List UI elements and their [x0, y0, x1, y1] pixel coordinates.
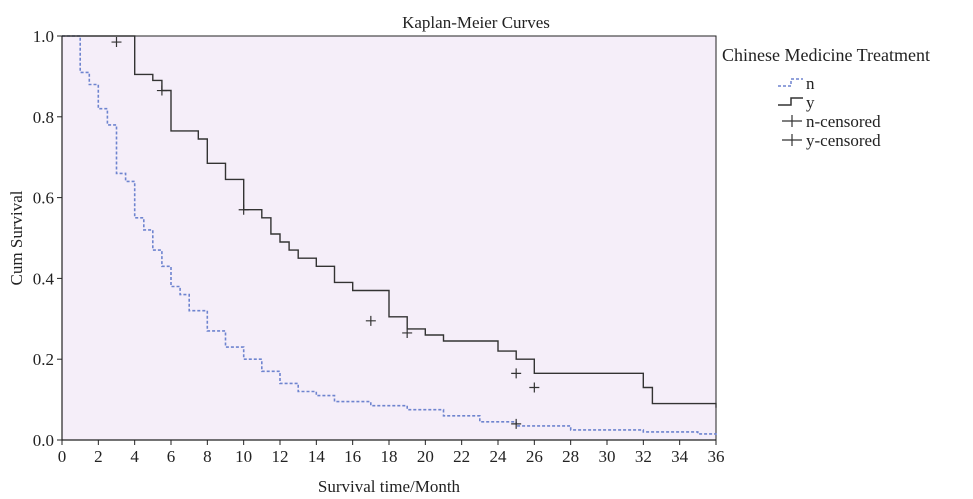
legend: Chinese Medicine Treatment nyn-censoredy…	[722, 45, 930, 150]
y-tick-label: 0.8	[33, 108, 54, 127]
series-layer	[62, 35, 717, 436]
censor-mark-y	[238, 204, 249, 215]
x-tick-label: 28	[562, 447, 579, 466]
series-n-line	[62, 35, 717, 436]
legend-label-y: y	[806, 93, 815, 112]
axes: 0 2 4 6 8 10 12 14 16 18 20 22 24 26 28 30 32 34 360.00.20…	[33, 27, 725, 466]
x-tick-label: 4	[130, 447, 139, 466]
x-axis-title: Survival time/Month	[318, 477, 461, 496]
legend-label-n-censored: n-censored	[806, 112, 881, 131]
x-tick-label: 32	[635, 447, 652, 466]
plot-background	[61, 35, 717, 441]
x-tick-label: 24	[490, 447, 508, 466]
x-tick-label: 8	[203, 447, 212, 466]
x-tick-label: 2	[94, 447, 103, 466]
legend-label-y-censored: y-censored	[806, 131, 881, 150]
x-tick-label: 26	[526, 447, 543, 466]
x-tick-label: 18	[381, 447, 398, 466]
x-tick-label: 16	[344, 447, 361, 466]
censor-mark-n	[511, 418, 522, 429]
censor-mark-y	[111, 37, 122, 48]
x-tick-label: 36	[708, 447, 725, 466]
chart-title: Kaplan-Meier Curves	[402, 13, 550, 32]
censor-mark-y	[402, 327, 413, 338]
y-tick-label: 0.2	[33, 350, 54, 369]
x-tick-label: 12	[272, 447, 289, 466]
y-tick-label: 0.6	[33, 189, 54, 208]
x-tick-label: 30	[599, 447, 616, 466]
legend-label-n: n	[806, 74, 815, 93]
legend-symbol-n	[778, 78, 803, 87]
y-tick-label: 1.0	[33, 27, 54, 46]
censor-markers	[111, 37, 540, 429]
y-tick-label: 0.0	[33, 431, 54, 450]
censor-mark-y	[365, 315, 376, 326]
y-tick-label: 0.4	[33, 269, 55, 288]
x-tick-label: 22	[453, 447, 470, 466]
censor-mark-y	[529, 382, 540, 393]
y-axis-title: Cum Survival	[7, 190, 26, 285]
x-tick-label: 6	[167, 447, 176, 466]
x-tick-label: 10	[235, 447, 252, 466]
x-tick-label: 14	[308, 447, 326, 466]
legend-symbol-y	[778, 97, 803, 106]
x-tick-label: 20	[417, 447, 434, 466]
x-tick-label: 0	[58, 447, 67, 466]
legend-title: Chinese Medicine Treatment	[722, 45, 930, 65]
x-tick-label: 34	[671, 447, 689, 466]
censor-mark-y	[511, 368, 522, 379]
legend-symbol-y-censored	[782, 134, 802, 146]
series-y-line	[62, 35, 717, 408]
legend-symbol-n-censored	[782, 115, 802, 127]
censor-mark-y	[156, 85, 167, 96]
